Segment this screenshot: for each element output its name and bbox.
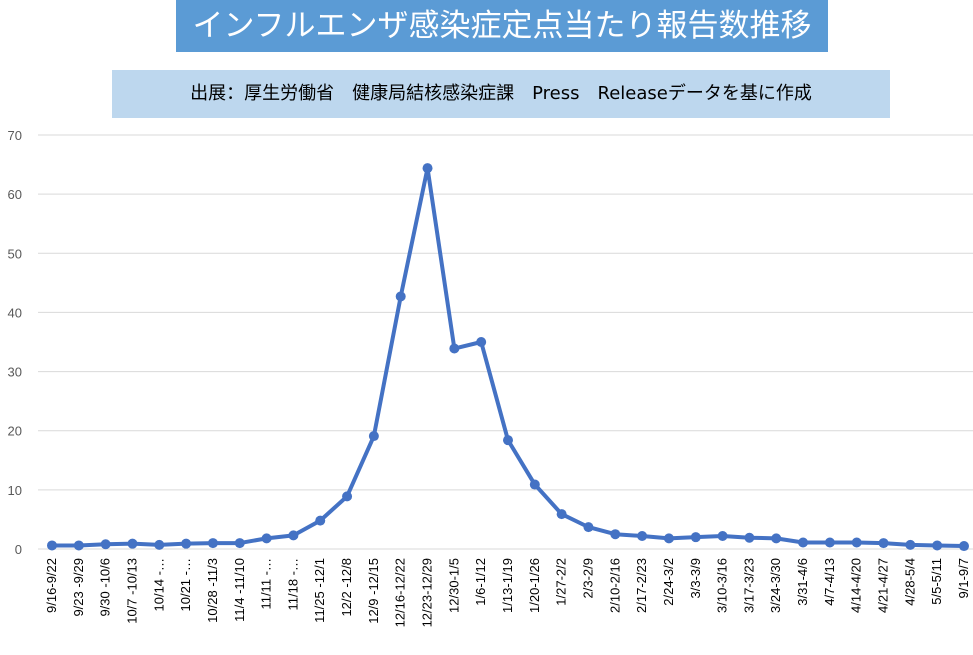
data-point <box>905 539 916 550</box>
data-point <box>395 291 406 302</box>
x-tick-label: 4/28-5/4 <box>902 558 917 606</box>
x-tick-label: 10/28 -11/3 <box>205 558 220 623</box>
x-tick-label: 2/17-2/23 <box>634 558 649 613</box>
chart-subtitle: 出展：厚生労働省 健康局結核感染症課 Press Releaseデータを基に作成 <box>112 70 890 118</box>
x-tick-label: 5/5-5/11 <box>929 558 944 605</box>
x-tick-label: 2/3-2/9 <box>580 558 595 598</box>
x-tick-label: 1/27-2/2 <box>554 558 569 606</box>
x-tick-label: 12/23-12/29 <box>420 558 435 627</box>
x-tick-label: 4/14-4/20 <box>849 558 864 613</box>
y-tick-label: 10 <box>8 483 22 498</box>
x-tick-label: 9/30 -10/6 <box>98 558 113 617</box>
chart-title: インフルエンザ感染症定点当たり報告数推移 <box>176 0 828 52</box>
data-point <box>744 532 755 543</box>
data-point <box>100 539 111 550</box>
data-point <box>529 479 540 490</box>
y-tick-label: 20 <box>8 424 22 439</box>
data-point <box>47 540 57 551</box>
data-point <box>851 537 862 548</box>
data-point <box>207 538 218 549</box>
y-tick-label: 40 <box>8 305 22 320</box>
x-tick-label: 10/14 -… <box>151 558 166 611</box>
y-tick-label: 50 <box>8 246 22 261</box>
data-point <box>932 540 943 551</box>
data-point <box>261 533 272 544</box>
data-point <box>476 337 487 347</box>
x-tick-label: 9/16-9/22 <box>44 558 59 613</box>
data-point <box>422 163 433 174</box>
x-tick-label: 10/7 -10/13 <box>124 558 139 624</box>
data-point <box>717 530 728 541</box>
x-tick-label: 1/13-1/19 <box>500 558 515 613</box>
x-tick-label: 4/21-4/27 <box>876 558 891 613</box>
data-point <box>690 532 701 543</box>
x-tick-label: 10/21 -… <box>178 558 193 611</box>
x-tick-label: 11/18 -… <box>285 558 300 611</box>
x-tick-label: 3/17-3/23 <box>741 558 756 613</box>
x-tick-label: 12/30-1/5 <box>446 558 461 613</box>
x-tick-label: 9/23 -9/29 <box>71 558 86 617</box>
data-point <box>583 522 594 533</box>
data-point <box>288 530 299 541</box>
data-point <box>449 343 460 354</box>
x-tick-label: 1/20-1/26 <box>527 558 542 613</box>
data-point <box>342 491 353 502</box>
data-point <box>878 538 889 549</box>
data-point <box>127 538 138 549</box>
data-point <box>315 515 326 526</box>
x-tick-label: 3/24-3/30 <box>768 558 783 613</box>
x-axis-ticks: 9/16-9/22 9/23 -9/29 9/30 -10/6 10/7 -10/13… <box>44 558 971 627</box>
x-tick-label: 2/24-3/2 <box>661 558 676 606</box>
x-tick-label: 11/25 -12/1 <box>312 558 327 623</box>
series-line <box>50 166 966 549</box>
x-tick-label: 9/1-9/7 <box>956 558 971 598</box>
y-tick-label: 30 <box>8 365 22 380</box>
x-tick-label: 12/16-12/22 <box>393 558 408 627</box>
x-tick-label: 11/4 -11/10 <box>232 558 247 622</box>
x-tick-label: 3/3-3/9 <box>688 558 703 598</box>
y-tick-label: 0 <box>15 542 22 557</box>
data-point <box>73 540 84 551</box>
y-tick-label: 60 <box>8 187 22 202</box>
data-point <box>610 529 621 540</box>
data-point <box>368 431 379 442</box>
y-axis-ticks: 0 10 20 30 40 50 60 70 <box>8 128 22 557</box>
x-tick-label: 2/10-2/16 <box>607 558 622 613</box>
x-tick-label: 4/7-4/13 <box>822 558 837 606</box>
gridlines <box>38 134 973 550</box>
data-points <box>47 163 969 552</box>
data-point <box>234 538 245 549</box>
data-point <box>959 541 969 552</box>
data-point <box>771 533 782 544</box>
data-point <box>798 537 809 548</box>
x-tick-label: 12/2 -12/8 <box>339 558 354 617</box>
data-point <box>556 509 567 520</box>
data-point <box>503 435 513 446</box>
data-point <box>181 538 192 549</box>
data-point <box>154 539 165 550</box>
x-tick-label: 1/6-1/12 <box>473 558 488 606</box>
y-tick-label: 70 <box>8 128 22 143</box>
series-line-group <box>50 166 966 549</box>
x-tick-label: 3/10-3/16 <box>715 558 730 613</box>
data-point <box>824 537 835 548</box>
x-tick-label: 12/9 -12/15 <box>366 558 381 624</box>
x-tick-label: 11/11 -… <box>259 558 274 610</box>
data-point <box>637 530 648 541</box>
data-point <box>663 533 674 544</box>
x-tick-label: 3/31-4/6 <box>795 558 810 606</box>
